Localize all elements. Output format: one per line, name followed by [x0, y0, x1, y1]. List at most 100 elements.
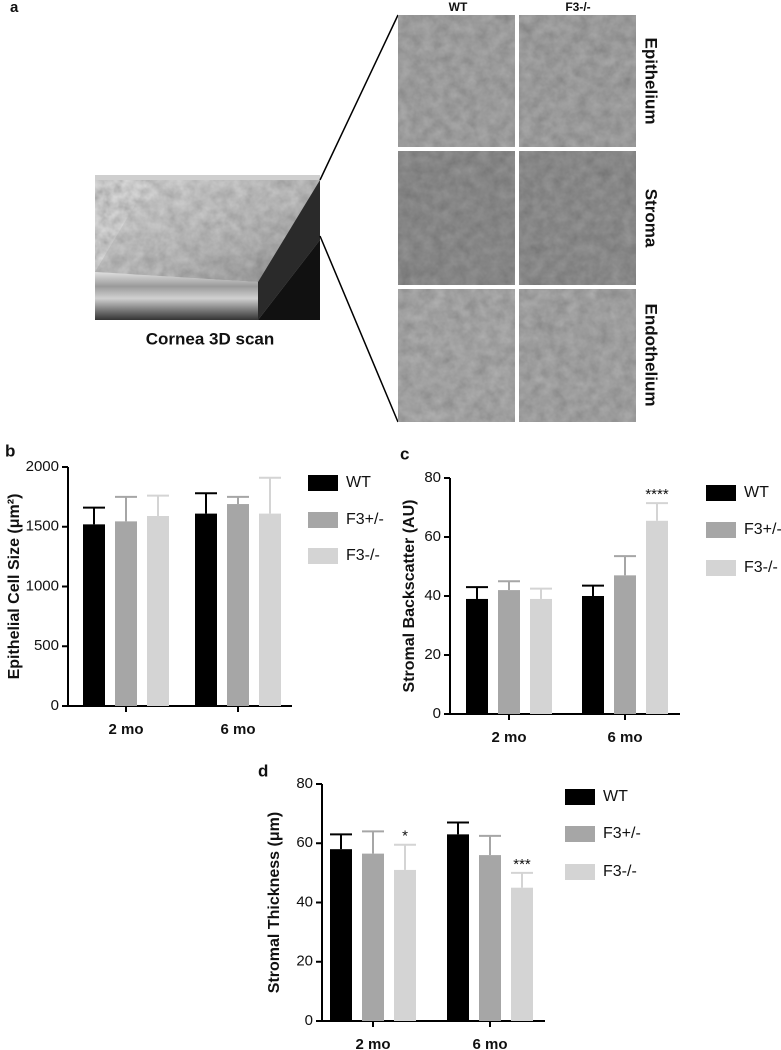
y-tick-label: 2000: [26, 458, 59, 475]
bar: [259, 513, 281, 706]
error-bar: [330, 833, 352, 850]
error-bar: [447, 821, 469, 835]
error-bar: [614, 555, 636, 576]
zoom-line: [319, 235, 399, 423]
micrograph: [398, 151, 515, 285]
y-tick-label: 40: [296, 893, 313, 910]
legend-label: WT: [744, 484, 769, 501]
legend-label: WT: [603, 788, 628, 805]
error-bar: [466, 586, 488, 599]
bar: [394, 869, 416, 1021]
chart: b Epithelial Cell Size (μm²) 0 500 1000 1500 2…: [5, 441, 384, 737]
y-tick-label: 1000: [26, 577, 59, 594]
bar: [195, 513, 217, 706]
significance-label: ***: [513, 856, 531, 873]
error-bar: [511, 871, 533, 888]
y-tick-label: 60: [296, 834, 313, 851]
micrograph: [519, 289, 636, 422]
x-tick-label: 6 mo: [220, 721, 255, 738]
scan-right-face: [258, 180, 320, 320]
micrograph: [398, 15, 515, 147]
bar: [330, 849, 352, 1021]
error-bar: [479, 834, 501, 856]
error-bar: [83, 506, 105, 525]
bar: [530, 598, 552, 714]
bar: [498, 590, 520, 714]
row-label: Stroma: [642, 189, 661, 248]
bar: [582, 596, 604, 714]
panel-label: b: [5, 441, 15, 460]
legend-swatch: [308, 548, 338, 564]
panel-a: a Cornea 3D scan WT F3-/- Epithelium Str…: [10, 0, 661, 423]
x-tick-label: 2 mo: [108, 721, 143, 738]
scan-top-face: [95, 180, 320, 282]
legend-label: F3+/-: [346, 511, 384, 528]
legend-label: F3+/-: [603, 825, 641, 842]
legend-swatch: [308, 512, 338, 528]
scan-caption: Cornea 3D scan: [146, 329, 275, 348]
row-label: Endothelium: [642, 304, 661, 407]
bar: [83, 524, 105, 706]
legend-swatch: [565, 789, 595, 805]
micrograph: [519, 151, 636, 285]
error-bar: [362, 830, 384, 854]
legend-label: F3-/-: [346, 547, 380, 564]
bar: [646, 520, 668, 714]
error-bar: [115, 495, 137, 522]
bar: [447, 834, 469, 1021]
bar: [147, 515, 169, 706]
bar: [115, 521, 137, 706]
micrograph: [519, 15, 636, 147]
legend-label: F3-/-: [744, 559, 778, 576]
legend-swatch: [565, 826, 595, 842]
legend-swatch: [308, 475, 338, 491]
y-tick-label: 500: [34, 637, 59, 654]
row-label: Epithelium: [642, 38, 661, 125]
legend-swatch: [706, 522, 736, 538]
x-tick-label: 2 mo: [491, 729, 526, 746]
error-bar: [227, 495, 249, 505]
y-tick-label: 0: [51, 697, 59, 714]
bar: [511, 887, 533, 1021]
y-tick-label: 0: [305, 1012, 313, 1029]
bar: [479, 855, 501, 1021]
bar: [362, 853, 384, 1021]
column-label: F3-/-: [565, 0, 590, 14]
chart: d Stromal Thickness (μm) 0 20 40 60 80 2 mo 6 mo…: [258, 761, 641, 1050]
x-tick-label: 2 mo: [355, 1036, 390, 1050]
y-tick-label: 80: [424, 469, 441, 486]
y-tick-label: 40: [424, 587, 441, 604]
x-tick-label: 6 mo: [607, 729, 642, 746]
significance-label: *: [402, 828, 408, 845]
chart: c Stromal Backscatter (AU) 0 20 40 60 80 2 mo 6 …: [400, 444, 781, 745]
legend-label: WT: [346, 474, 371, 491]
y-tick-label: 80: [296, 775, 313, 792]
legend-swatch: [706, 485, 736, 501]
zoom-line: [319, 14, 399, 181]
column-label: WT: [449, 0, 468, 14]
y-axis-label: Epithelial Cell Size (μm²): [6, 494, 23, 680]
y-tick-label: 60: [424, 528, 441, 545]
panel-label: c: [400, 444, 409, 463]
error-bar: [259, 476, 281, 514]
error-bar: [498, 580, 520, 591]
legend-swatch: [706, 560, 736, 576]
error-bar: [530, 587, 552, 599]
micrograph: [398, 289, 515, 422]
x-tick-label: 6 mo: [472, 1036, 507, 1050]
y-tick-label: 20: [424, 646, 441, 663]
error-bar: [394, 843, 416, 870]
significance-label: ****: [645, 486, 669, 503]
scan-shadow: [258, 240, 320, 320]
y-tick-label: 1500: [26, 518, 59, 535]
bar: [614, 575, 636, 714]
y-axis-label: Stromal Backscatter (AU): [401, 500, 418, 693]
panel-label: a: [10, 0, 19, 16]
panel-label: d: [258, 761, 268, 780]
scan-front-face: [95, 272, 258, 320]
legend-label: F3+/-: [744, 521, 781, 538]
legend-swatch: [565, 864, 595, 880]
bar: [227, 504, 249, 706]
y-axis-label: Stromal Thickness (μm): [266, 812, 283, 993]
